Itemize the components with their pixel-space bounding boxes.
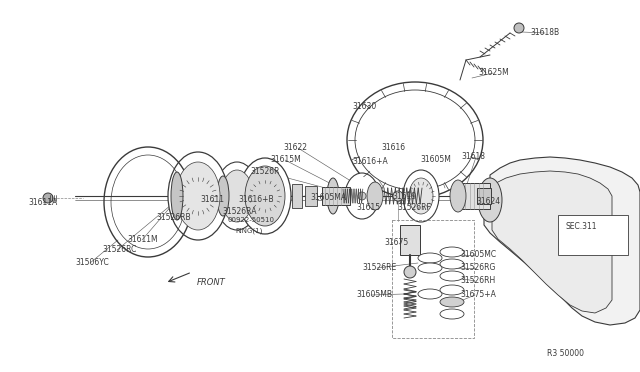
Text: 31526RG: 31526RG: [460, 263, 495, 272]
Bar: [400, 225, 420, 255]
Text: 31622: 31622: [283, 143, 307, 152]
Ellipse shape: [221, 170, 253, 222]
Text: 31526RF: 31526RF: [397, 203, 431, 212]
Polygon shape: [484, 157, 640, 325]
Ellipse shape: [245, 166, 285, 226]
Text: 31616+B: 31616+B: [238, 195, 274, 204]
Ellipse shape: [215, 162, 259, 230]
Text: 31605M: 31605M: [420, 155, 451, 164]
Text: 31675+A: 31675+A: [460, 290, 496, 299]
Text: 31619: 31619: [392, 192, 416, 201]
Text: 31605MC: 31605MC: [460, 250, 496, 259]
Bar: [322, 187, 350, 205]
Text: 31526RH: 31526RH: [460, 276, 495, 285]
Text: 31526RB: 31526RB: [156, 213, 191, 222]
Text: 31625M: 31625M: [478, 68, 509, 77]
Bar: [292, 184, 302, 208]
Polygon shape: [492, 171, 612, 313]
Text: 31526RE: 31526RE: [362, 263, 396, 272]
Text: 31630: 31630: [352, 102, 376, 111]
Text: 31618: 31618: [461, 152, 485, 161]
Ellipse shape: [345, 173, 379, 219]
Ellipse shape: [450, 180, 466, 212]
Text: 31526RC: 31526RC: [102, 245, 136, 254]
Circle shape: [393, 191, 403, 201]
Text: FRONT: FRONT: [197, 278, 226, 287]
Text: 31616: 31616: [381, 143, 405, 152]
Text: 31615: 31615: [356, 203, 380, 212]
Bar: [305, 186, 317, 206]
Text: 31675: 31675: [384, 238, 408, 247]
Text: 31611: 31611: [200, 195, 224, 204]
Ellipse shape: [440, 285, 464, 295]
Ellipse shape: [403, 170, 439, 222]
Circle shape: [358, 192, 366, 200]
Text: 00922-50510: 00922-50510: [228, 217, 275, 223]
Ellipse shape: [176, 162, 220, 230]
Ellipse shape: [239, 158, 291, 234]
Text: 31526RA: 31526RA: [222, 207, 257, 216]
Text: 31605MB: 31605MB: [356, 290, 392, 299]
Ellipse shape: [367, 182, 383, 210]
Ellipse shape: [409, 178, 433, 214]
Ellipse shape: [440, 309, 464, 319]
Ellipse shape: [440, 259, 464, 269]
Circle shape: [43, 193, 53, 203]
Circle shape: [404, 266, 416, 278]
Text: 31605MA: 31605MA: [310, 193, 346, 202]
Bar: [462, 183, 490, 209]
Text: RING(1): RING(1): [235, 227, 262, 234]
Text: 31526R: 31526R: [250, 167, 280, 176]
Text: 31618B: 31618B: [530, 28, 559, 37]
Circle shape: [514, 23, 524, 33]
Ellipse shape: [217, 176, 229, 216]
Ellipse shape: [355, 90, 475, 190]
Text: 31616+A: 31616+A: [352, 157, 388, 166]
Ellipse shape: [327, 178, 339, 214]
Ellipse shape: [171, 172, 183, 220]
Text: 31624: 31624: [476, 197, 500, 206]
Text: R3 50000: R3 50000: [547, 349, 584, 358]
Bar: [392, 220, 474, 338]
Ellipse shape: [418, 289, 442, 299]
Bar: [558, 215, 628, 255]
Ellipse shape: [440, 247, 464, 257]
Text: 31611M: 31611M: [127, 235, 157, 244]
Text: 31611A: 31611A: [28, 198, 57, 207]
Ellipse shape: [168, 152, 228, 240]
Ellipse shape: [418, 253, 442, 263]
Text: 31615M: 31615M: [270, 155, 301, 164]
Ellipse shape: [440, 297, 464, 307]
Text: 31506YC: 31506YC: [75, 258, 109, 267]
Bar: [477, 188, 491, 204]
Text: SEC.311: SEC.311: [566, 222, 598, 231]
Ellipse shape: [418, 263, 442, 273]
Ellipse shape: [440, 271, 464, 281]
Ellipse shape: [478, 178, 502, 222]
